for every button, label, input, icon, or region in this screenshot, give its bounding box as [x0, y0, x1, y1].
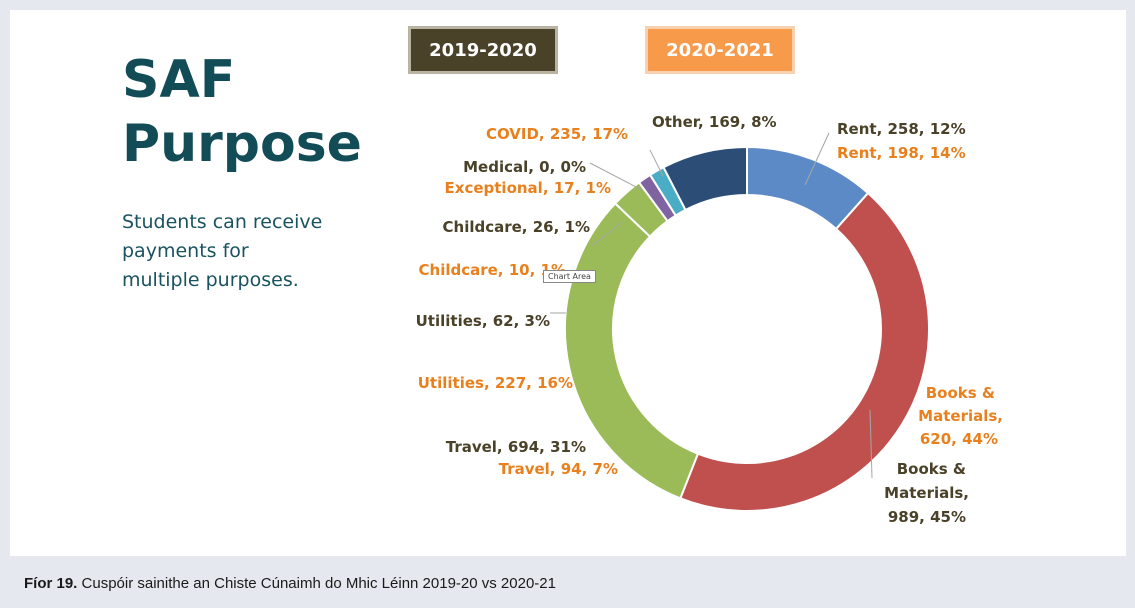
data-label-childcare-2019: Childcare, 26, 1%: [443, 218, 590, 236]
slide: [10, 10, 1126, 556]
title-line-2: Purpose: [122, 114, 362, 174]
data-label-utilities-2019: Utilities, 62, 3%: [416, 312, 550, 330]
leader-line: [804, 132, 830, 186]
leader-line: [649, 149, 664, 177]
donut-ring: [564, 145, 930, 512]
data-label-travel-2020: Travel, 94, 7%: [499, 460, 618, 478]
leader-line: [591, 221, 623, 247]
legend-box-2020-2021: 2020-2021: [645, 26, 795, 74]
page-title: SAF Purpose: [122, 48, 362, 176]
slice-books-materials[interactable]: [679, 191, 930, 512]
slice-other[interactable]: [662, 145, 748, 212]
legend-box-2019-2020: 2019-2020: [408, 26, 558, 74]
caption-prefix: Fíor 19.: [24, 575, 78, 592]
data-label-covid-2020: COVID, 235, 17%: [486, 125, 628, 143]
data-label-rent-2019: Rent, 258, 12%: [837, 120, 966, 138]
data-label-books-2020-c: 620, 44%: [920, 430, 998, 448]
subtitle: Students can receive payments for multip…: [122, 211, 323, 291]
data-label-other-2019: Other, 169, 8%: [652, 113, 777, 131]
data-label-books-2019-a: Books &: [897, 460, 966, 478]
data-label-exceptional-2020: Exceptional, 17, 1%: [445, 179, 611, 197]
data-label-childcare-2020: Childcare, 10, 1%: [419, 261, 566, 279]
chart-area-tooltip: Chart Area: [543, 270, 596, 283]
data-label-rent-2020: Rent, 198, 14%: [837, 144, 966, 162]
data-label-medical-2019: Medical, 0, 0%: [463, 158, 586, 176]
data-labels: Rent, 258, 12% Rent, 198, 14% Books & Mater…: [416, 113, 1003, 526]
leader-line: [869, 409, 873, 479]
leader-lines: [550, 132, 873, 479]
data-label-books-2020-a: Books &: [926, 384, 995, 402]
data-label-utilities-2020: Utilities, 227, 16%: [418, 374, 573, 392]
title-line-1: SAF: [122, 50, 236, 110]
data-label-books-2019-c: 989, 45%: [888, 508, 966, 526]
data-label-books-2019-b: Materials,: [884, 484, 969, 502]
figure-caption: Fíor 19. Cuspóir sainithe an Chiste Cúna…: [24, 575, 556, 592]
leader-line: [589, 162, 643, 191]
caption-bar: Fíor 19. Cuspóir sainithe an Chiste Cúna…: [10, 560, 1126, 608]
data-label-books-2020-b: Materials,: [918, 407, 1003, 425]
donut-chart[interactable]: Rent, 258, 12% Rent, 198, 14% Books & Mater…: [0, 0, 1135, 560]
caption-text: Cuspóir sainithe an Chiste Cúnaimh do Mh…: [81, 575, 556, 592]
data-label-travel-2019: Travel, 694, 31%: [446, 438, 586, 456]
